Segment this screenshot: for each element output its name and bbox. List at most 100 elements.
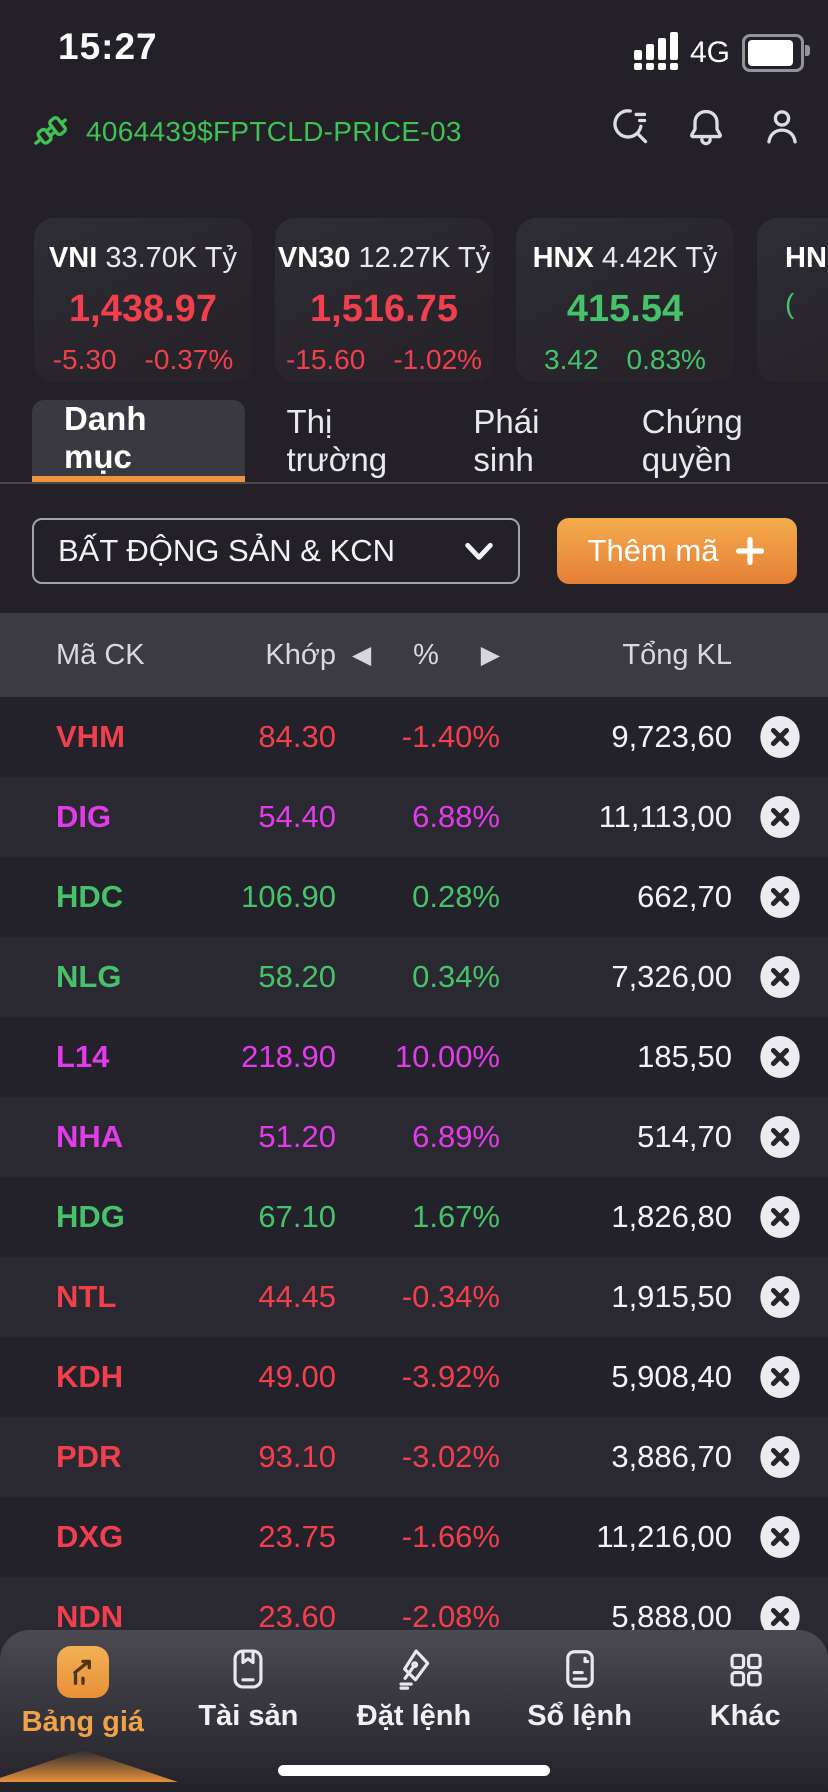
index-turnover: 33.70K Tỷ [105, 242, 238, 274]
remove-symbol-icon[interactable] [732, 1275, 828, 1319]
table-row[interactable]: PDR 93.10 -3.02% 3,886,70 [0, 1417, 828, 1497]
table-row[interactable]: HDC 106.90 0.28% 662,70 [0, 857, 828, 937]
index-change-pct: -1.02% [393, 344, 483, 375]
nav-item-so-lenh[interactable]: Sổ lệnh [497, 1630, 663, 1792]
stock-symbol[interactable]: KDH [56, 1359, 124, 1394]
index-change: -15.60 [285, 344, 366, 375]
stock-symbol[interactable]: DXG [56, 1519, 124, 1554]
table-row[interactable]: NTL 44.45 -0.34% 1,915,50 [0, 1257, 828, 1337]
table-row[interactable]: L14 218.90 10.00% 185,50 [0, 1017, 828, 1097]
assets-icon [233, 1649, 263, 1689]
total-volume: 1,915,50 [611, 1279, 732, 1314]
column-prev-icon[interactable]: ◀ [352, 640, 372, 669]
stock-symbol[interactable]: L14 [56, 1039, 110, 1074]
table-row[interactable]: KDH 49.00 -3.92% 5,908,40 [0, 1337, 828, 1417]
add-symbol-button[interactable]: Thêm mã [557, 518, 797, 584]
index-value: 415.54 [566, 288, 684, 330]
remove-symbol-icon[interactable] [732, 795, 828, 839]
column-next-icon[interactable]: ▶ [480, 640, 500, 669]
status-time: 15:27 [58, 26, 158, 67]
matched-price: 93.10 [258, 1439, 336, 1474]
percent-change: -1.66% [401, 1519, 500, 1554]
plus-icon [736, 536, 765, 566]
index-name: HN [785, 242, 827, 274]
matched-price: 67.10 [258, 1199, 336, 1234]
nav-item-dat-lenh[interactable]: Đặt lệnh [331, 1630, 497, 1792]
total-volume: 7,326,00 [611, 959, 732, 994]
tab-thi-truong[interactable]: Thị trường [286, 403, 388, 478]
remove-symbol-icon[interactable] [732, 1515, 828, 1559]
status-icons: 4G [633, 32, 810, 72]
remove-symbol-icon[interactable] [732, 1595, 828, 1639]
index-turnover: 4.42K Tỷ [601, 242, 718, 274]
nav-item-bang-gia[interactable]: Bảng giá [0, 1630, 178, 1792]
home-indicator[interactable] [278, 1765, 550, 1776]
index-cards-carousel[interactable]: VNI 33.70K Tỷ 1,438.97 -5.30 -0.37% VN30 … [0, 218, 828, 384]
stock-symbol[interactable]: NTL [56, 1279, 117, 1314]
remove-symbol-icon[interactable] [732, 1355, 828, 1399]
network-type: 4G [689, 36, 730, 69]
stock-symbol[interactable]: HDC [56, 879, 124, 914]
percent-change: -3.02% [401, 1439, 500, 1474]
tab-phai-sinh[interactable]: Phái sinh [473, 403, 540, 478]
stock-symbol[interactable]: NHA [56, 1119, 124, 1154]
connection-status[interactable]: 4064439$FPTCLD-PRICE-03 [26, 108, 462, 156]
table-row[interactable]: DXG 23.75 -1.66% 11,216,00 [0, 1497, 828, 1577]
table-row[interactable]: DIG 54.40 6.88% 11,113,00 [0, 777, 828, 857]
more-grid-icon [730, 1653, 762, 1687]
nav-item-khac[interactable]: Khác [662, 1630, 828, 1792]
remove-symbol-icon[interactable] [732, 955, 828, 999]
stock-symbol[interactable]: HDG [56, 1199, 125, 1234]
index-name: HNX [532, 242, 594, 274]
index-card-vni[interactable]: VNI 33.70K Tỷ 1,438.97 -5.30 -0.37% [34, 218, 252, 382]
remove-symbol-icon[interactable] [732, 1435, 828, 1479]
table-row[interactable]: NLG 58.20 0.34% 7,326,00 [0, 937, 828, 1017]
connection-id: 4064439$FPTCLD-PRICE-03 [86, 116, 462, 147]
percent-change: -2.08% [401, 1599, 500, 1634]
remove-symbol-icon[interactable] [732, 1115, 828, 1159]
remove-symbol-icon[interactable] [732, 1195, 828, 1239]
index-card-vn30[interactable]: VN30 12.27K Tỷ 1,516.75 -15.60 -1.02% [275, 218, 493, 382]
index-card-partial[interactable]: HN ( [757, 218, 828, 382]
index-change: 3.42 [544, 344, 599, 375]
percent-change: 1.67% [412, 1199, 500, 1234]
percent-change: -1.40% [401, 719, 500, 754]
table-header: Mã CK Khớp ◀ % ▶ Tổng KL [0, 613, 828, 697]
index-turnover: 12.27K Tỷ [358, 242, 491, 274]
stock-symbol[interactable]: NLG [56, 959, 122, 994]
profile-icon[interactable] [760, 104, 804, 148]
table-row[interactable]: NHA 51.20 6.89% 514,70 [0, 1097, 828, 1177]
nav-item-tai-san[interactable]: Tài sản [166, 1630, 332, 1792]
col-price-label: Khớp [265, 638, 336, 671]
total-volume: 5,888,00 [611, 1599, 732, 1634]
search-icon[interactable] [608, 104, 652, 148]
total-volume: 662,70 [637, 879, 732, 914]
percent-change: 0.34% [412, 959, 500, 994]
total-volume: 11,216,00 [596, 1519, 732, 1554]
stock-symbol[interactable]: PDR [56, 1439, 122, 1474]
stock-symbol[interactable]: VHM [56, 719, 125, 754]
tab-danh-muc[interactable]: Danh mục [32, 400, 245, 482]
tab-chung-quyen[interactable]: Chứng quyền [641, 403, 743, 478]
index-name: VN30 [277, 242, 351, 274]
category-dropdown[interactable]: BẤT ĐỘNG SẢN & KCN [32, 518, 520, 584]
stock-symbol[interactable]: DIG [56, 799, 112, 834]
stock-symbol[interactable]: NDN [56, 1599, 124, 1634]
matched-price: 49.00 [258, 1359, 336, 1394]
index-card-hnx[interactable]: HNX 4.42K Tỷ 415.54 3.42 0.83% [516, 218, 734, 382]
percent-change: -0.34% [401, 1279, 500, 1314]
matched-price: 23.75 [258, 1519, 336, 1554]
matched-price: 51.20 [258, 1119, 336, 1154]
remove-symbol-icon[interactable] [732, 875, 828, 919]
remove-symbol-icon[interactable] [732, 715, 828, 759]
table-row[interactable]: VHM 84.30 -1.40% 9,723,60 [0, 697, 828, 777]
watchlist-table: VHM 84.30 -1.40% 9,723,60 DIG 54.40 6.88… [0, 697, 828, 1657]
percent-change: 6.89% [412, 1119, 500, 1154]
index-change-pct: -0.37% [144, 344, 234, 375]
remove-symbol-icon[interactable] [732, 1035, 828, 1079]
index-value: 1,438.97 [69, 288, 217, 330]
percent-change: -3.92% [401, 1359, 500, 1394]
bell-icon[interactable] [684, 104, 728, 148]
table-row[interactable]: HDG 67.10 1.67% 1,826,80 [0, 1177, 828, 1257]
